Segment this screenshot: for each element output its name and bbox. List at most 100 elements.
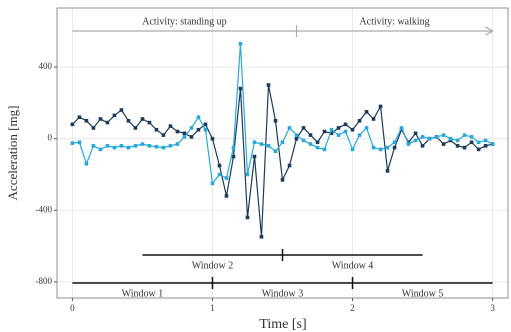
- data-point: [196, 127, 201, 132]
- data-point: [399, 126, 404, 130]
- data-point: [322, 129, 327, 134]
- x-tick-label: 1: [210, 303, 215, 313]
- data-point: [189, 126, 194, 130]
- data-point: [119, 108, 124, 112]
- data-point: [210, 181, 215, 186]
- x-axis-label: Time [s]: [259, 317, 306, 332]
- data-point: [301, 138, 306, 143]
- data-point: [385, 169, 390, 173]
- window-label: Window 2: [192, 260, 234, 271]
- data-point: [434, 135, 439, 139]
- data-point: [189, 135, 194, 139]
- x-tick-label: 2: [350, 303, 355, 313]
- y-tick-label: 0: [48, 133, 53, 143]
- data-point: [308, 142, 313, 146]
- data-point: [126, 118, 131, 123]
- data-point: [140, 142, 145, 146]
- data-point: [350, 127, 355, 132]
- data-point: [140, 117, 145, 121]
- window-label: Window 1: [122, 288, 164, 299]
- y-tick-label: 400: [39, 61, 53, 71]
- data-point: [161, 133, 166, 137]
- data-point: [182, 131, 187, 136]
- data-point: [70, 141, 75, 145]
- window-label: Window 3: [262, 288, 304, 299]
- data-point: [98, 117, 103, 121]
- data-point: [210, 136, 215, 141]
- data-point: [98, 147, 103, 152]
- data-point: [217, 172, 222, 177]
- data-point: [441, 142, 446, 146]
- data-point: [147, 120, 152, 125]
- data-point: [315, 145, 320, 150]
- data-point: [203, 122, 208, 127]
- data-point: [420, 135, 425, 139]
- data-point: [126, 145, 131, 150]
- data-point: [483, 138, 488, 143]
- y-tick-label: -800: [36, 276, 53, 286]
- data-point: [357, 118, 362, 123]
- data-point: [476, 147, 481, 152]
- data-point: [84, 118, 89, 123]
- data-point: [483, 144, 488, 148]
- plot-border: [56, 7, 509, 299]
- data-point: [252, 154, 257, 159]
- data-point: [294, 133, 299, 137]
- data-point: [385, 145, 390, 150]
- y-tick-label: -400: [36, 204, 53, 214]
- data-point: [329, 131, 334, 136]
- data-point: [462, 133, 467, 137]
- data-point: [119, 144, 124, 148]
- arrow-head: [485, 26, 494, 36]
- window-label: Window 4: [332, 260, 374, 271]
- x-tick-label: 3: [490, 303, 495, 313]
- data-point: [364, 110, 369, 114]
- data-point: [490, 142, 495, 146]
- data-point: [287, 163, 292, 168]
- data-point: [77, 115, 82, 119]
- data-point: [238, 86, 243, 91]
- data-point: [259, 234, 264, 239]
- data-point: [476, 140, 481, 145]
- data-point: [280, 140, 285, 145]
- data-point: [469, 140, 474, 145]
- data-point: [448, 136, 453, 141]
- data-point: [462, 145, 467, 150]
- data-point: [231, 154, 236, 159]
- data-point: [245, 172, 250, 177]
- data-point: [252, 140, 257, 145]
- data-point: [182, 135, 187, 139]
- data-point: [455, 138, 460, 143]
- data-point: [294, 136, 299, 141]
- data-point: [378, 104, 383, 109]
- data-point: [175, 142, 180, 146]
- data-point: [336, 133, 341, 137]
- data-point: [133, 126, 138, 130]
- data-point: [266, 144, 271, 148]
- data-point: [308, 133, 313, 137]
- data-point: [420, 144, 425, 148]
- x-tick-label: 0: [70, 303, 75, 313]
- data-point: [280, 178, 285, 182]
- data-point: [378, 147, 383, 152]
- data-point: [217, 163, 222, 168]
- data-point: [112, 145, 117, 150]
- data-point: [154, 127, 159, 132]
- data-point: [224, 176, 229, 180]
- data-point: [105, 144, 110, 148]
- data-point: [455, 144, 460, 148]
- data-point: [259, 142, 264, 146]
- data-point: [91, 126, 96, 130]
- data-point: [315, 140, 320, 145]
- data-point: [70, 122, 75, 127]
- data-point: [273, 149, 278, 154]
- data-point: [77, 140, 82, 145]
- data-point: [406, 142, 411, 146]
- data-point: [413, 138, 418, 143]
- data-point: [413, 131, 418, 136]
- data-point: [364, 126, 369, 130]
- data-point: [203, 127, 208, 132]
- data-point: [84, 161, 89, 166]
- data-point: [329, 127, 334, 132]
